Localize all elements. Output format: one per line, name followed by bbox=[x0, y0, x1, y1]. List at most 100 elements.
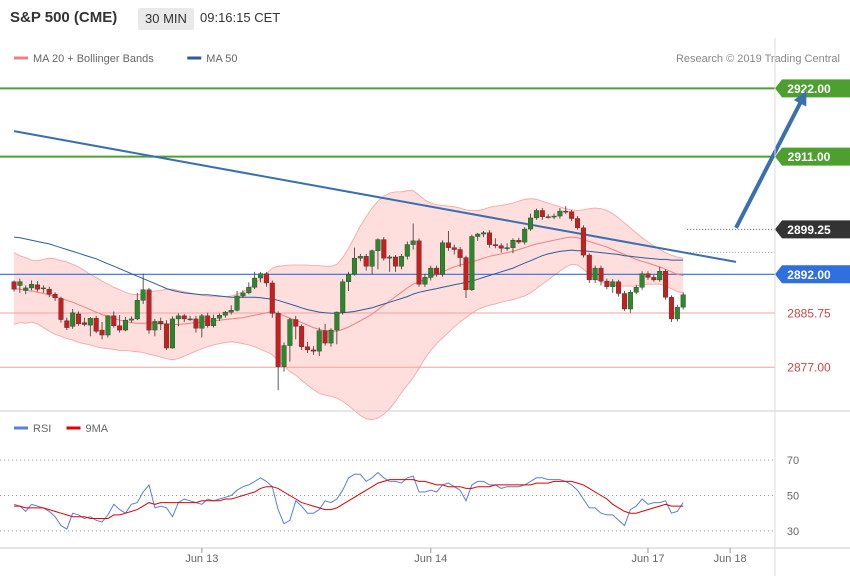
level-label: 2922.00 bbox=[787, 82, 831, 96]
candle bbox=[616, 279, 622, 297]
candle-body bbox=[398, 256, 404, 267]
candle-body bbox=[563, 210, 569, 213]
candle bbox=[305, 341, 311, 353]
candle bbox=[387, 255, 393, 272]
candle bbox=[486, 230, 492, 248]
candle-body bbox=[40, 287, 46, 290]
rsi-tick-label: 50 bbox=[787, 491, 799, 503]
candle bbox=[211, 314, 217, 328]
chart-header: S&P 500 (CME) 30 MIN 09:16:15 CET bbox=[0, 0, 850, 38]
candle bbox=[134, 292, 140, 321]
candle-body bbox=[328, 329, 334, 344]
candle bbox=[504, 243, 510, 251]
candle bbox=[481, 230, 487, 238]
candle bbox=[205, 312, 211, 328]
timeframe-badge[interactable]: 30 MIN bbox=[138, 8, 194, 30]
candle bbox=[99, 322, 105, 340]
candle bbox=[440, 240, 446, 277]
candle bbox=[23, 285, 29, 295]
candle-body bbox=[434, 267, 440, 275]
candle-body bbox=[539, 210, 545, 217]
candle-body bbox=[522, 228, 528, 243]
candle-body bbox=[281, 345, 287, 367]
instrument-title: S&P 500 (CME) bbox=[10, 9, 118, 26]
candle-body bbox=[76, 313, 82, 325]
candle-body bbox=[117, 325, 123, 331]
candle-body bbox=[263, 273, 269, 284]
candle bbox=[228, 305, 234, 315]
candle-body bbox=[216, 314, 222, 319]
level-support: 2885.75 bbox=[0, 304, 850, 323]
candle-body bbox=[445, 242, 451, 248]
candle-body bbox=[357, 256, 363, 259]
candle bbox=[193, 315, 199, 333]
candle bbox=[240, 290, 246, 298]
candle bbox=[551, 213, 557, 220]
candle-body bbox=[351, 257, 357, 275]
ma50-line bbox=[13, 236, 684, 314]
legend-label: 9MA bbox=[86, 423, 109, 435]
candle-body bbox=[293, 319, 299, 327]
candle-body bbox=[393, 256, 399, 267]
candle bbox=[87, 317, 93, 337]
candle-body bbox=[93, 318, 99, 332]
rsi-ma-line bbox=[14, 479, 684, 519]
candle bbox=[375, 238, 381, 270]
candle-body bbox=[440, 242, 446, 275]
candle bbox=[187, 315, 193, 321]
candle bbox=[475, 232, 481, 241]
candle-body bbox=[645, 273, 651, 278]
candle-body bbox=[533, 210, 539, 219]
candle-body bbox=[246, 287, 252, 294]
legend-label: MA 50 bbox=[206, 53, 237, 65]
candle-body bbox=[199, 315, 205, 329]
candle-body bbox=[639, 273, 645, 288]
bollinger-lower-line bbox=[13, 263, 684, 421]
candle bbox=[545, 214, 551, 219]
candle-body bbox=[111, 315, 117, 326]
candle-body bbox=[387, 256, 393, 259]
candle-body bbox=[187, 318, 193, 321]
candle-body bbox=[52, 293, 58, 299]
level-label: 2899.25 bbox=[787, 223, 831, 237]
candle-body bbox=[23, 287, 29, 291]
candle bbox=[293, 315, 299, 340]
candle bbox=[340, 279, 346, 315]
projection-arrow-head bbox=[793, 90, 807, 107]
candle-body bbox=[504, 247, 510, 249]
candle-body bbox=[616, 281, 622, 294]
candle bbox=[381, 237, 387, 261]
candle-body bbox=[410, 240, 416, 245]
candle bbox=[516, 237, 522, 244]
candle bbox=[152, 318, 158, 337]
candle-body bbox=[404, 244, 410, 257]
candle bbox=[169, 316, 175, 349]
candle bbox=[111, 311, 117, 328]
candle-body bbox=[123, 319, 129, 331]
candle-body bbox=[222, 311, 228, 316]
rsi-tick-label: 70 bbox=[787, 455, 799, 467]
candle bbox=[140, 273, 146, 305]
candle bbox=[357, 253, 363, 262]
candle bbox=[263, 271, 269, 287]
candle-body bbox=[193, 318, 199, 329]
candle-body bbox=[551, 215, 557, 218]
candle-body bbox=[569, 211, 575, 219]
candle bbox=[175, 313, 181, 327]
candle bbox=[580, 225, 586, 258]
candle bbox=[410, 223, 416, 250]
candle bbox=[369, 249, 375, 275]
candle bbox=[445, 230, 451, 251]
candle-body bbox=[580, 227, 586, 256]
candle bbox=[105, 315, 111, 338]
candle bbox=[621, 291, 627, 311]
candle-body bbox=[428, 267, 434, 278]
candle bbox=[528, 213, 534, 231]
level-tag bbox=[775, 304, 850, 323]
projection-arrow-line bbox=[734, 95, 806, 229]
level-label: 2885.75 bbox=[787, 307, 831, 321]
candle-body bbox=[369, 250, 375, 267]
rsi-legend: RSI 9MA bbox=[14, 423, 109, 435]
level-support: 2877.00 bbox=[0, 358, 850, 377]
